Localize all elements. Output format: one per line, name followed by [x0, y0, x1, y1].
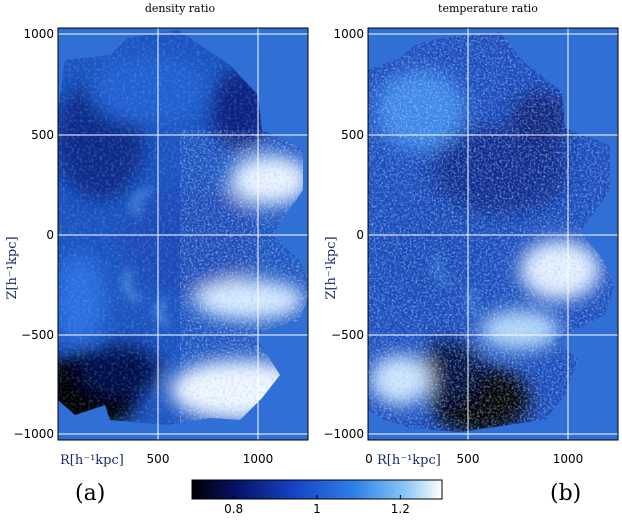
- panel-b-title: temperature ratio: [438, 2, 538, 15]
- panel-b-xtick-0: 0: [365, 452, 373, 466]
- colorbar-tick-label: 1.2: [391, 502, 410, 516]
- panel-b: 1000 500 0 −500 −1000 0 500 1000 R[h⁻¹kp…: [323, 27, 619, 468]
- colorbar-tick-label: 1: [313, 502, 321, 516]
- panel-a-grid: [58, 28, 308, 440]
- panel-a-ytick-neg500: −500: [21, 328, 54, 342]
- panel-b-xtick-500: 500: [457, 452, 480, 466]
- panel-a-title: density ratio: [145, 2, 216, 15]
- panel-a-ylabel: Z[h⁻¹kpc]: [5, 236, 20, 299]
- panel-b-ytick-500: 500: [341, 128, 364, 142]
- panel-a: 1000 500 0 −500 −1000 500 1000 R[h⁻¹kpc]…: [5, 27, 310, 468]
- panel-a-xtick-500: 500: [147, 452, 170, 466]
- colorbar-tick-label: 0.8: [224, 502, 243, 516]
- panel-b-ytick-neg1000: −1000: [323, 427, 364, 441]
- panel-a-ytick-0: 0: [46, 228, 54, 242]
- panel-a-xtick-1000: 1000: [243, 452, 274, 466]
- panel-b-ytick-1000: 1000: [333, 27, 364, 41]
- panel-a-ytick-neg1000: −1000: [13, 427, 54, 441]
- panel-a-xlabel: R[h⁻¹kpc]: [60, 453, 124, 468]
- panel-a-label: (a): [75, 481, 105, 506]
- panel-a-ytick-500: 500: [31, 128, 54, 142]
- colorbar-ticks: 0.8 1 1.2: [224, 495, 410, 516]
- panel-b-ylabel: Z[h⁻¹kpc]: [324, 236, 339, 299]
- panel-b-xtick-1000: 1000: [553, 452, 584, 466]
- panel-a-ytick-1000: 1000: [23, 27, 54, 41]
- panel-b-ytick-0: 0: [356, 228, 364, 242]
- panel-b-label: (b): [550, 481, 581, 506]
- colorbar: 0.8 1 1.2: [191, 479, 443, 516]
- panel-b-xlabel: R[h⁻¹kpc]: [377, 453, 441, 468]
- panel-b-ytick-neg500: −500: [331, 328, 364, 342]
